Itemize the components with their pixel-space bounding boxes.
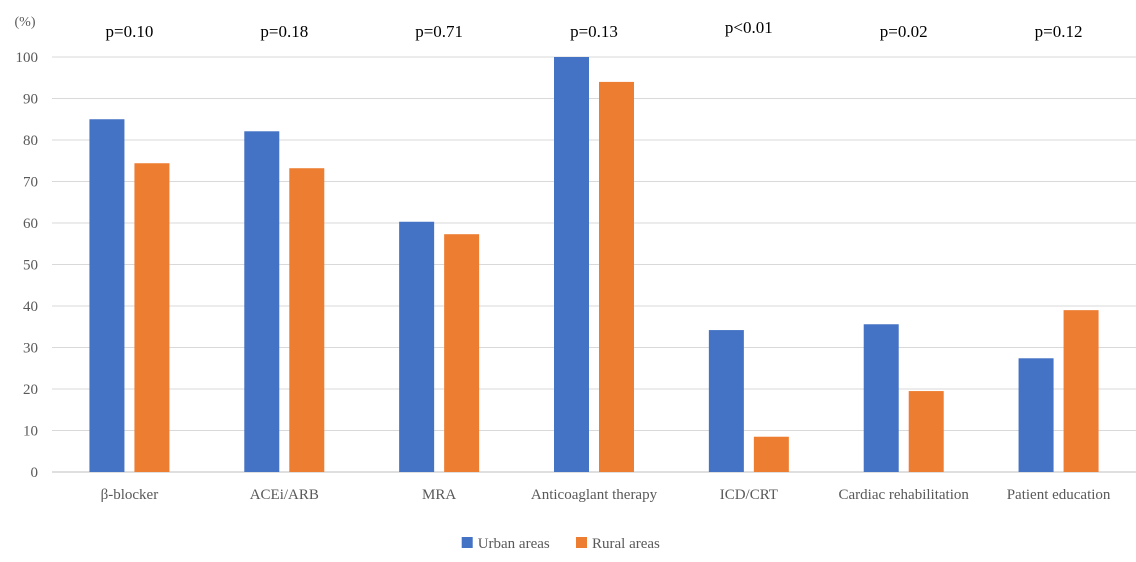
y-tick-label: 30 xyxy=(23,341,38,357)
legend: Urban areas Rural areas xyxy=(461,536,660,552)
p-value-label: p=0.71 xyxy=(415,22,463,41)
bar-rural-areas xyxy=(599,81,634,473)
p-value-annotations: p=0.10 p=0.18 p=0.71 p=0.13 p<0.01 p=0.02 p=0.… xyxy=(106,18,1083,41)
x-axis-labels: β-blocker ACEi/ARB MRA Anticoaglant therapy… xyxy=(101,487,1111,503)
y-tick-label: 70 xyxy=(23,175,38,191)
legend-swatch xyxy=(576,537,587,548)
x-tick-label: Anticoaglant therapy xyxy=(531,487,658,503)
bar-rural-areas xyxy=(1063,310,1099,472)
y-axis-unit-label: (%) xyxy=(15,15,36,30)
bar-rural-areas xyxy=(134,163,170,473)
p-value-label: p=0.12 xyxy=(1035,22,1083,41)
bar-urban-areas xyxy=(863,324,899,472)
y-tick-label: 60 xyxy=(23,216,38,232)
p-value-label: p=0.13 xyxy=(570,22,618,41)
p-value-label: p=0.18 xyxy=(260,22,308,41)
bar-urban-areas xyxy=(708,330,744,472)
legend-label: Rural areas xyxy=(592,536,660,552)
y-tick-label: 50 xyxy=(23,258,38,274)
bar-urban-areas xyxy=(554,57,589,472)
bars xyxy=(89,57,1099,473)
x-tick-label: ICD/CRT xyxy=(720,487,778,503)
legend-label: Urban areas xyxy=(478,536,550,552)
bar-urban-areas xyxy=(1018,358,1054,472)
y-tick-label: 20 xyxy=(23,382,38,398)
legend-swatch xyxy=(461,537,473,548)
p-value-label: p=0.02 xyxy=(880,22,928,41)
bar-urban-areas xyxy=(399,221,435,472)
x-tick-label: ACEi/ARB xyxy=(250,487,319,503)
bar-urban-areas xyxy=(89,119,125,472)
x-tick-label: Patient education xyxy=(1007,487,1111,503)
bar-rural-areas xyxy=(289,168,325,472)
x-tick-label: MRA xyxy=(422,487,456,503)
bar-rural-areas xyxy=(908,391,944,472)
y-tick-label: 100 xyxy=(16,50,39,66)
y-tick-label: 90 xyxy=(23,92,38,108)
bar-urban-areas xyxy=(244,131,280,472)
p-value-label: p=0.10 xyxy=(106,22,154,41)
y-tick-label: 0 xyxy=(31,465,39,481)
y-tick-label: 40 xyxy=(23,299,38,315)
x-tick-label: Cardiac rehabilitation xyxy=(839,487,970,503)
gridlines xyxy=(52,56,1136,473)
y-tick-label: 80 xyxy=(23,133,38,149)
y-axis-ticks: 0 10 20 30 40 50 60 70 80 90 100 xyxy=(16,50,39,481)
y-tick-label: 10 xyxy=(23,424,38,440)
p-value-label: p<0.01 xyxy=(725,18,773,37)
x-tick-label: β-blocker xyxy=(101,487,159,503)
bar-rural-areas xyxy=(753,436,789,472)
bar-rural-areas xyxy=(444,234,480,472)
